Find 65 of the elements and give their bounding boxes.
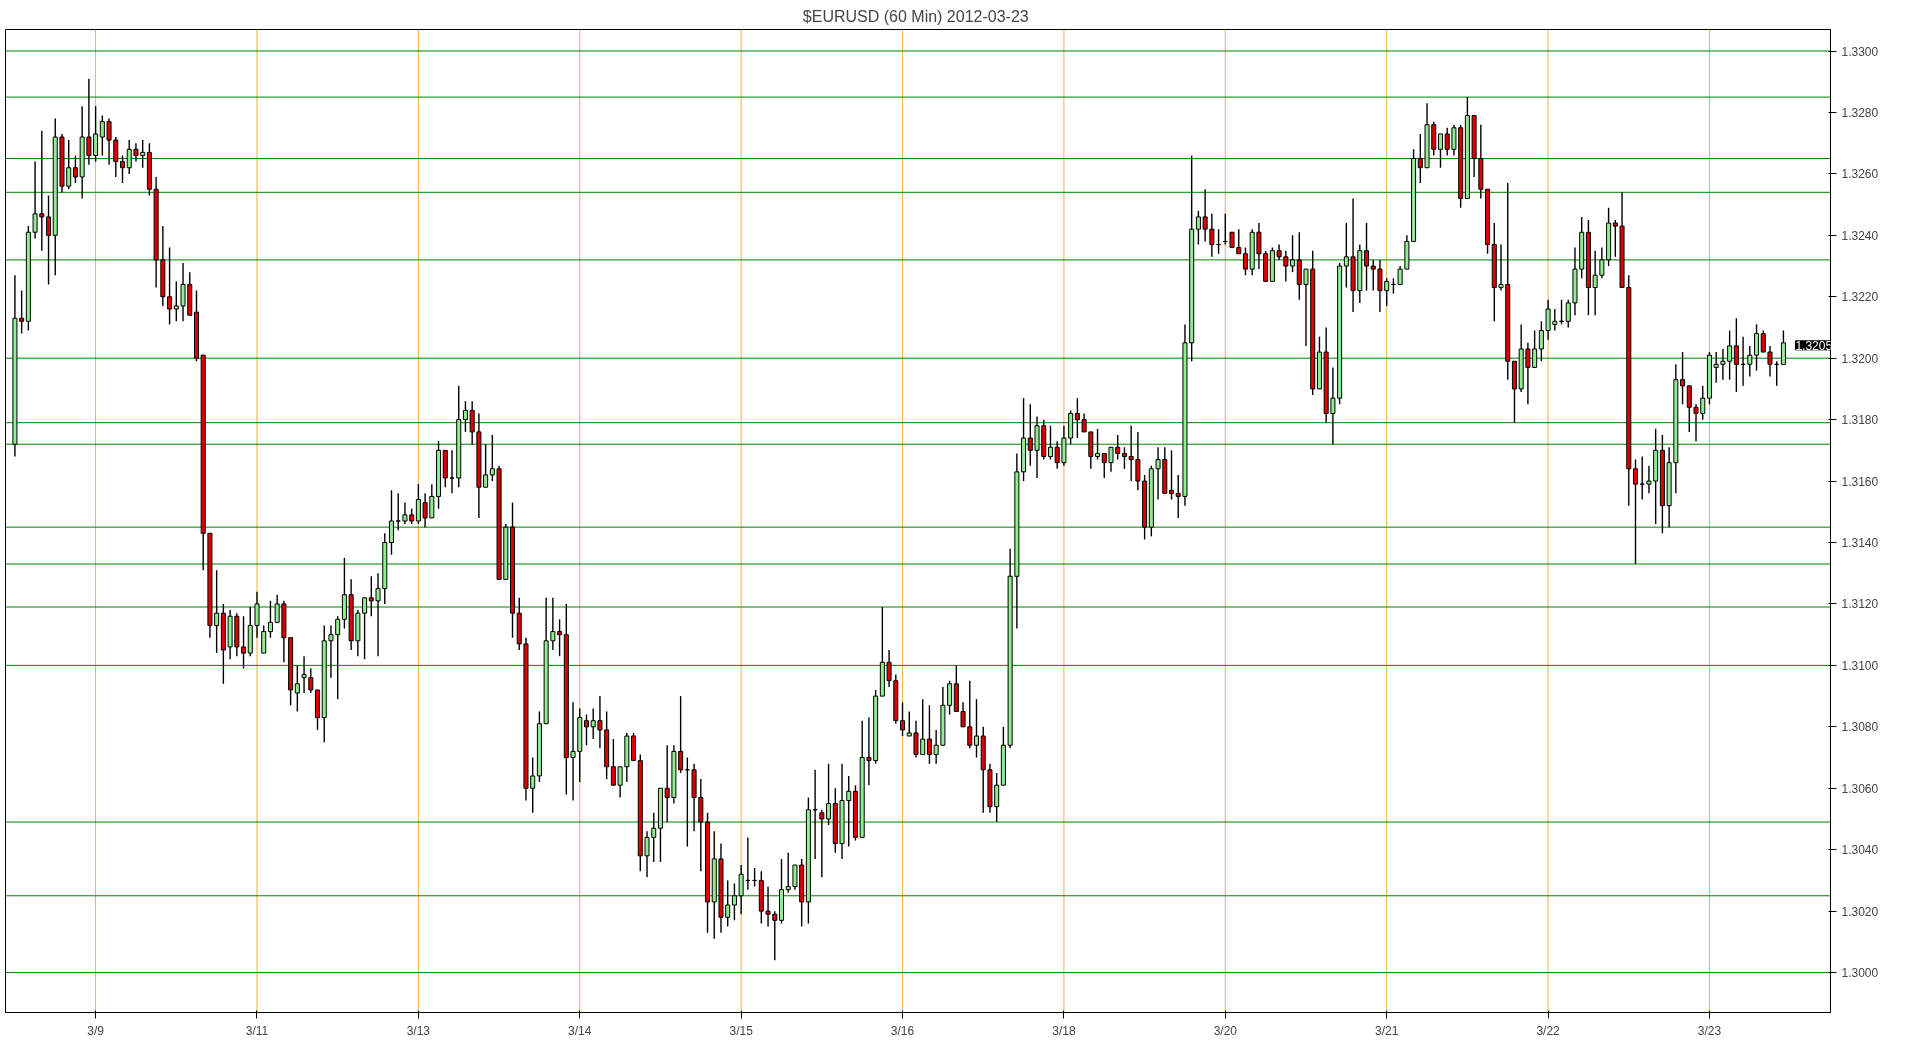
candlestick: [1397, 265, 1403, 286]
candlestick: [583, 713, 589, 746]
candlestick: [173, 280, 179, 323]
candlestick: [113, 136, 119, 178]
candlestick: [1074, 397, 1080, 439]
x-tick-label: 3/22: [1536, 1023, 1561, 1038]
candlestick: [900, 701, 906, 737]
candlestick: [1747, 345, 1753, 378]
candlestick: [1754, 323, 1760, 372]
candlestick: [973, 698, 980, 759]
y-tick-label: 1.3260: [1841, 167, 1879, 182]
chart-title: $EURUSD (60 Min) 2012-03-23: [802, 7, 1029, 25]
x-tick-label: 3/14: [568, 1023, 592, 1038]
candlestick: [1168, 449, 1175, 501]
x-tick-label: 3/9: [87, 1023, 105, 1038]
candlestick: [772, 910, 778, 961]
candlestick: [267, 600, 273, 639]
candlestick: [388, 489, 394, 556]
candlestick: [46, 194, 52, 286]
candlestick: [1767, 345, 1773, 378]
x-tick-label: 3/11: [245, 1023, 269, 1038]
candlestick: [395, 492, 401, 531]
y-tick-label: 1.3200: [1841, 351, 1879, 366]
x-tick-label: 3/23: [1697, 1023, 1722, 1038]
x-tick-label: 3/21: [1375, 1023, 1399, 1038]
candlestick: [261, 624, 267, 654]
candlestick: [1733, 317, 1739, 393]
y-tick-label: 1.3100: [1841, 658, 1879, 673]
y-tick-label: 1.3020: [1841, 904, 1879, 919]
candlestick: [469, 400, 475, 445]
x-tick-label: 3/13: [406, 1023, 431, 1038]
candlestick: [1095, 428, 1101, 461]
candlestick: [294, 664, 300, 713]
y-tick-label: 1.3120: [1841, 597, 1879, 612]
y-tick-label: 1.3040: [1841, 843, 1879, 858]
candlestick: [119, 154, 126, 184]
y-tick-label: 1.3220: [1841, 290, 1879, 305]
candlestick: [1632, 458, 1639, 565]
candlestick: [1209, 213, 1215, 258]
candlestick: [1081, 412, 1087, 433]
y-tick-label: 1.3280: [1841, 105, 1879, 120]
candlestick: [1760, 329, 1766, 353]
x-tick-label: 3/20: [1213, 1023, 1238, 1038]
x-tick-label: 3/16: [890, 1023, 915, 1038]
candlestick: [1437, 133, 1443, 169]
candlestick: [1780, 329, 1786, 366]
candlestick: [1047, 425, 1053, 461]
candlestick: [241, 615, 247, 670]
y-tick-label: 1.3060: [1841, 781, 1879, 796]
candlestick: [1364, 222, 1370, 292]
y-tick-label: 1.3240: [1841, 228, 1879, 243]
y-tick-label: 1.3180: [1841, 413, 1879, 428]
candlestick: [1639, 455, 1645, 501]
y-tick-label: 1.3140: [1841, 536, 1879, 550]
candlestick: [1242, 246, 1248, 276]
candlestick: [1290, 234, 1296, 273]
candlestick: [449, 449, 455, 495]
y-tick-label: 1.3300: [1841, 44, 1879, 59]
x-tick-label: 3/18: [1052, 1023, 1076, 1038]
candlestick: [462, 400, 468, 433]
y-tick-label: 1.3080: [1841, 720, 1879, 735]
candlestick: [335, 615, 341, 700]
y-tick-label: 1.3160: [1841, 474, 1879, 489]
y-tick-label: 1.3000: [1841, 966, 1879, 981]
x-tick-label: 3/15: [729, 1023, 754, 1038]
